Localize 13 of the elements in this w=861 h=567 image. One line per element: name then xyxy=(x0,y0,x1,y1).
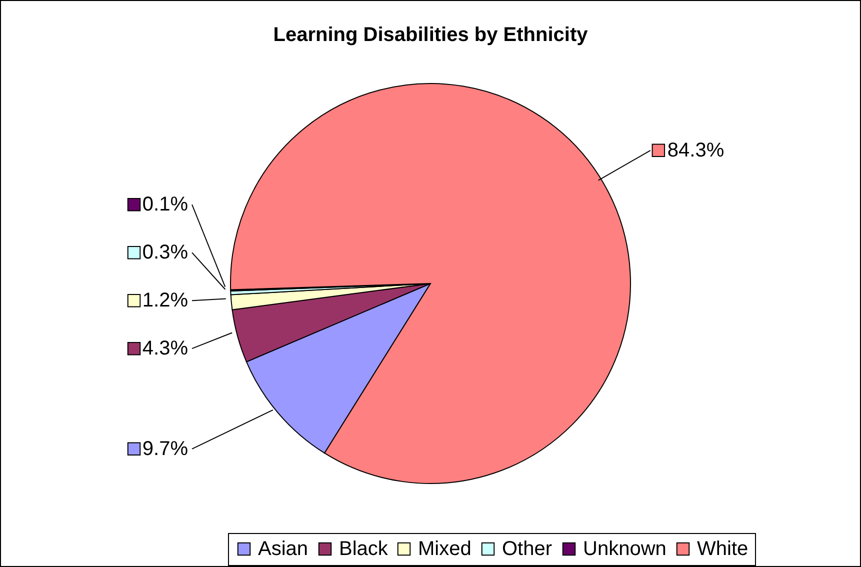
data-label: 1.2% xyxy=(142,290,188,312)
chart-title: Learning Disabilities by Ethnicity xyxy=(273,24,589,46)
legend-label: Mixed xyxy=(418,538,472,560)
data-label: 0.1% xyxy=(142,194,188,216)
legend-label: White xyxy=(697,538,748,560)
data-label: 4.3% xyxy=(142,338,188,360)
legend-label: Black xyxy=(339,538,389,560)
legend-label: Unknown xyxy=(583,538,666,560)
data-label: 0.3% xyxy=(142,242,188,264)
legend-label: Other xyxy=(502,538,552,560)
legend-label: Asian xyxy=(258,538,308,560)
data-label: 9.7% xyxy=(142,438,188,460)
data-label: 84.3% xyxy=(667,139,724,162)
